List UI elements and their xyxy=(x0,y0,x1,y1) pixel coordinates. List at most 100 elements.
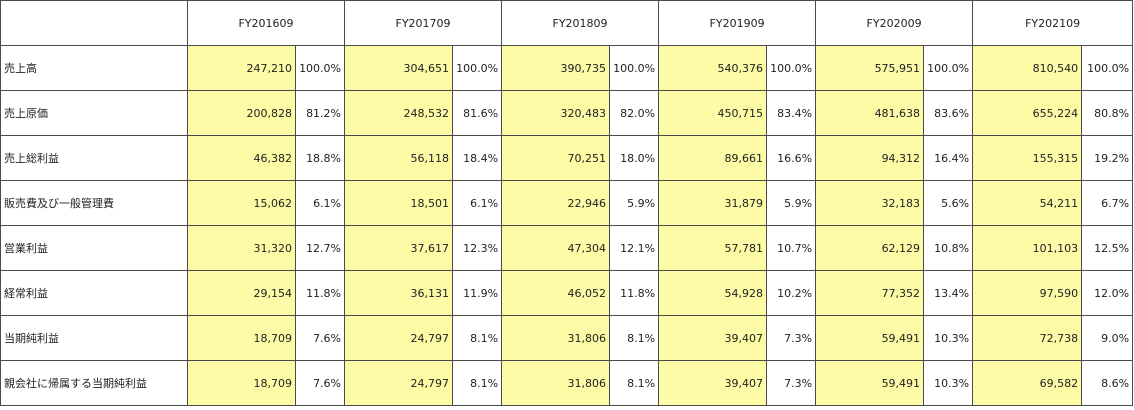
table-row: 売上原価 200,828 81.2% 248,532 81.6% 320,483 82.0%… xyxy=(0,90,1134,136)
amount-cell: 72,738 xyxy=(972,315,1083,361)
percent-cell: 100.0% xyxy=(609,45,660,91)
table-body: 売上高 247,210 100.0% 304,651 100.0% 390,735 100.… xyxy=(0,45,1134,406)
percent-cell: 19.2% xyxy=(1081,135,1134,181)
percent-cell: 8.1% xyxy=(452,315,503,361)
row-label: 売上総利益 xyxy=(0,135,188,181)
percent-cell: 10.8% xyxy=(923,225,974,271)
percent-cell: 12.1% xyxy=(609,225,660,271)
amount-cell: 94,312 xyxy=(815,135,925,181)
amount-cell: 36,131 xyxy=(344,270,454,316)
amount-cell: 54,928 xyxy=(658,270,768,316)
row-label: 親会社に帰属する当期純利益 xyxy=(0,360,188,406)
percent-cell: 18.8% xyxy=(294,135,346,181)
row-label: 経常利益 xyxy=(0,270,188,316)
percent-cell: 12.5% xyxy=(1081,225,1134,271)
amount-cell: 22,946 xyxy=(501,180,611,226)
amount-cell: 155,315 xyxy=(972,135,1083,181)
amount-cell: 810,540 xyxy=(972,45,1083,91)
column-header: FY202109 xyxy=(972,0,1134,46)
row-label: 売上原価 xyxy=(0,90,188,136)
amount-cell: 59,491 xyxy=(815,315,925,361)
percent-cell: 10.7% xyxy=(766,225,817,271)
table-row: 営業利益 31,320 12.7% 37,617 12.3% 47,304 12.1% 57,… xyxy=(0,225,1134,271)
percent-cell: 9.0% xyxy=(1081,315,1134,361)
percent-cell: 81.6% xyxy=(452,90,503,136)
amount-cell: 304,651 xyxy=(344,45,454,91)
amount-cell: 56,118 xyxy=(344,135,454,181)
column-header: FY201909 xyxy=(658,0,817,46)
percent-cell: 100.0% xyxy=(452,45,503,91)
amount-cell: 37,617 xyxy=(344,225,454,271)
percent-cell: 16.6% xyxy=(766,135,817,181)
column-header: FY201709 xyxy=(344,0,503,46)
percent-cell: 12.0% xyxy=(1081,270,1134,316)
table-row: 販売費及び一般管理費 15,062 6.1% 18,501 6.1% 22,946 5.9%… xyxy=(0,180,1134,226)
amount-cell: 89,661 xyxy=(658,135,768,181)
percent-cell: 18.4% xyxy=(452,135,503,181)
percent-cell: 5.9% xyxy=(766,180,817,226)
table-row: 経常利益 29,154 11.8% 36,131 11.9% 46,052 11.8% 54,… xyxy=(0,270,1134,316)
amount-cell: 57,781 xyxy=(658,225,768,271)
amount-cell: 54,211 xyxy=(972,180,1083,226)
amount-cell: 540,376 xyxy=(658,45,768,91)
amount-cell: 15,062 xyxy=(187,180,296,226)
amount-cell: 29,154 xyxy=(187,270,296,316)
amount-cell: 24,797 xyxy=(344,315,454,361)
amount-cell: 46,052 xyxy=(501,270,611,316)
amount-cell: 390,735 xyxy=(501,45,611,91)
percent-cell: 6.7% xyxy=(1081,180,1134,226)
header-row: FY201609 FY201709 FY201809 FY201909 FY20… xyxy=(0,0,1134,46)
percent-cell: 83.6% xyxy=(923,90,974,136)
percent-cell: 5.9% xyxy=(609,180,660,226)
percent-cell: 6.1% xyxy=(294,180,346,226)
percent-cell: 8.1% xyxy=(609,315,660,361)
percent-cell: 7.6% xyxy=(294,360,346,406)
table-row: 売上総利益 46,382 18.8% 56,118 18.4% 70,251 18.0% 89… xyxy=(0,135,1134,181)
amount-cell: 31,806 xyxy=(501,315,611,361)
row-label: 当期純利益 xyxy=(0,315,188,361)
percent-cell: 100.0% xyxy=(766,45,817,91)
amount-cell: 62,129 xyxy=(815,225,925,271)
percent-cell: 80.8% xyxy=(1081,90,1134,136)
row-label: 売上高 xyxy=(0,45,188,91)
percent-cell: 13.4% xyxy=(923,270,974,316)
percent-cell: 10.3% xyxy=(923,360,974,406)
amount-cell: 31,320 xyxy=(187,225,296,271)
column-header: FY201609 xyxy=(186,0,346,46)
percent-cell: 10.3% xyxy=(923,315,974,361)
percent-cell: 100.0% xyxy=(294,45,346,91)
percent-cell: 83.4% xyxy=(766,90,817,136)
percent-cell: 82.0% xyxy=(609,90,660,136)
amount-cell: 18,501 xyxy=(344,180,454,226)
percent-cell: 11.9% xyxy=(452,270,503,316)
percent-cell: 8.1% xyxy=(609,360,660,406)
percent-cell: 11.8% xyxy=(609,270,660,316)
table-row: 当期純利益 18,709 7.6% 24,797 8.1% 31,806 8.1% 39,40… xyxy=(0,315,1134,361)
percent-cell: 7.3% xyxy=(766,315,817,361)
table-row: 親会社に帰属する当期純利益 18,709 7.6% 24,797 8.1% 31,806 8… xyxy=(0,360,1134,406)
amount-cell: 248,532 xyxy=(344,90,454,136)
amount-cell: 18,709 xyxy=(187,360,296,406)
amount-cell: 97,590 xyxy=(972,270,1083,316)
percent-cell: 7.6% xyxy=(294,315,346,361)
percent-cell: 7.3% xyxy=(766,360,817,406)
percent-cell: 11.8% xyxy=(294,270,346,316)
row-label: 営業利益 xyxy=(0,225,188,271)
amount-cell: 59,491 xyxy=(815,360,925,406)
amount-cell: 450,715 xyxy=(658,90,768,136)
amount-cell: 31,879 xyxy=(658,180,768,226)
amount-cell: 320,483 xyxy=(501,90,611,136)
amount-cell: 69,582 xyxy=(972,360,1083,406)
corner-cell xyxy=(0,0,188,46)
amount-cell: 39,407 xyxy=(658,315,768,361)
amount-cell: 46,382 xyxy=(187,135,296,181)
amount-cell: 24,797 xyxy=(344,360,454,406)
percent-cell: 5.6% xyxy=(923,180,974,226)
column-header: FY202009 xyxy=(815,0,974,46)
amount-cell: 77,352 xyxy=(815,270,925,316)
percent-cell: 12.3% xyxy=(452,225,503,271)
amount-cell: 575,951 xyxy=(815,45,925,91)
row-label: 販売費及び一般管理費 xyxy=(0,180,188,226)
amount-cell: 31,806 xyxy=(501,360,611,406)
amount-cell: 18,709 xyxy=(187,315,296,361)
